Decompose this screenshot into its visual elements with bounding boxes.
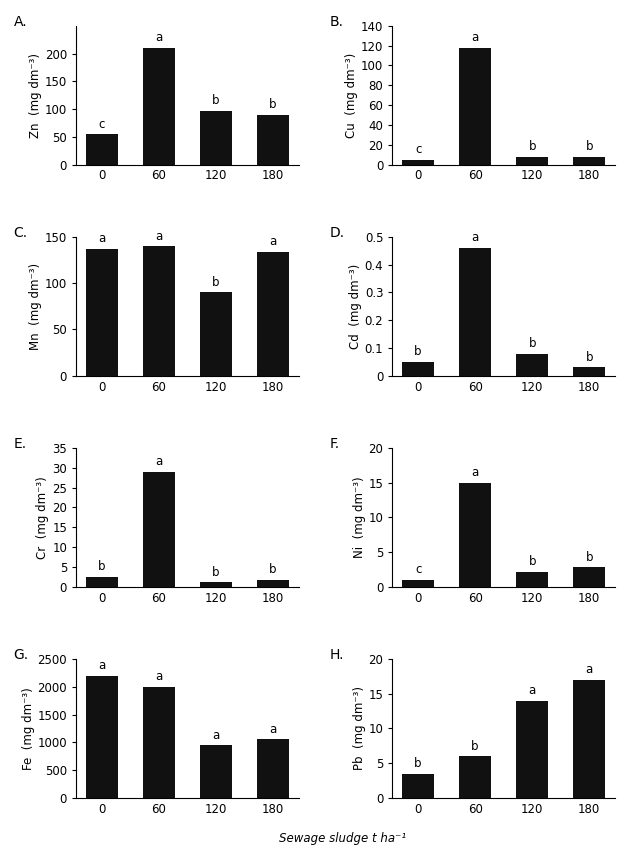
Text: b: b: [212, 276, 220, 289]
Bar: [86, 676, 117, 798]
Y-axis label: Fe  (mg dm⁻³): Fe (mg dm⁻³): [22, 687, 35, 770]
Bar: [200, 111, 231, 165]
Bar: [200, 745, 231, 798]
Text: a: a: [472, 466, 479, 480]
Bar: [460, 47, 491, 165]
Bar: [403, 774, 434, 798]
Text: a: a: [529, 684, 536, 698]
Text: a: a: [269, 722, 276, 735]
Text: b: b: [212, 565, 220, 578]
Bar: [257, 580, 288, 587]
Text: b: b: [415, 757, 422, 770]
Text: b: b: [528, 555, 536, 568]
Text: c: c: [415, 564, 421, 577]
Text: c: c: [99, 118, 105, 130]
Bar: [257, 739, 288, 798]
Bar: [517, 157, 548, 165]
Y-axis label: Cu  (mg dm⁻³): Cu (mg dm⁻³): [345, 52, 358, 138]
Bar: [86, 134, 117, 165]
Text: b: b: [471, 740, 479, 752]
Bar: [403, 580, 434, 587]
Text: B.: B.: [330, 15, 344, 28]
Text: b: b: [585, 351, 593, 364]
Text: F.: F.: [330, 437, 340, 450]
Text: C.: C.: [14, 226, 28, 239]
Text: D.: D.: [330, 226, 345, 239]
Bar: [257, 251, 288, 376]
Y-axis label: Mn  (mg dm⁻³): Mn (mg dm⁻³): [29, 263, 42, 350]
Bar: [460, 248, 491, 376]
Bar: [403, 362, 434, 376]
Text: A.: A.: [14, 15, 27, 28]
Y-axis label: Zn  (mg dm⁻³): Zn (mg dm⁻³): [29, 52, 42, 137]
Bar: [143, 472, 174, 587]
Text: b: b: [528, 337, 536, 350]
Bar: [574, 680, 605, 798]
Bar: [143, 687, 174, 798]
Text: a: a: [212, 728, 219, 741]
Text: a: a: [269, 235, 276, 248]
Text: a: a: [472, 31, 479, 44]
Text: a: a: [586, 663, 593, 676]
Y-axis label: Ni  (mg dm⁻³): Ni (mg dm⁻³): [353, 476, 366, 559]
Bar: [460, 756, 491, 798]
Bar: [143, 246, 174, 376]
Bar: [574, 157, 605, 165]
Bar: [143, 48, 174, 165]
Text: b: b: [415, 346, 422, 359]
Text: b: b: [528, 140, 536, 154]
Text: b: b: [585, 551, 593, 564]
Text: b: b: [269, 563, 276, 577]
Y-axis label: Cr  (mg dm⁻³): Cr (mg dm⁻³): [36, 476, 49, 559]
Bar: [517, 353, 548, 376]
Bar: [574, 567, 605, 587]
Y-axis label: Pb  (mg dm⁻³): Pb (mg dm⁻³): [353, 686, 366, 770]
Text: a: a: [155, 230, 162, 243]
Bar: [86, 249, 117, 376]
Text: a: a: [155, 670, 162, 683]
Text: a: a: [98, 233, 105, 245]
Text: b: b: [98, 560, 106, 573]
Bar: [200, 582, 231, 587]
Text: a: a: [155, 456, 162, 468]
Text: a: a: [98, 659, 105, 673]
Bar: [574, 367, 605, 376]
Bar: [86, 577, 117, 587]
Bar: [517, 701, 548, 798]
Text: b: b: [212, 94, 220, 107]
Bar: [517, 571, 548, 587]
Bar: [403, 160, 434, 165]
Text: E.: E.: [14, 437, 27, 450]
Bar: [200, 293, 231, 376]
Text: Sewage sludge t ha⁻¹: Sewage sludge t ha⁻¹: [279, 832, 406, 845]
Text: G.: G.: [14, 648, 29, 662]
Text: b: b: [269, 98, 276, 112]
Text: b: b: [585, 140, 593, 154]
Text: c: c: [415, 143, 421, 156]
Text: a: a: [155, 32, 162, 45]
Text: H.: H.: [330, 648, 344, 662]
Y-axis label: Cd  (mg dm⁻³): Cd (mg dm⁻³): [349, 263, 362, 349]
Text: a: a: [472, 232, 479, 245]
Bar: [257, 115, 288, 165]
Bar: [460, 483, 491, 587]
